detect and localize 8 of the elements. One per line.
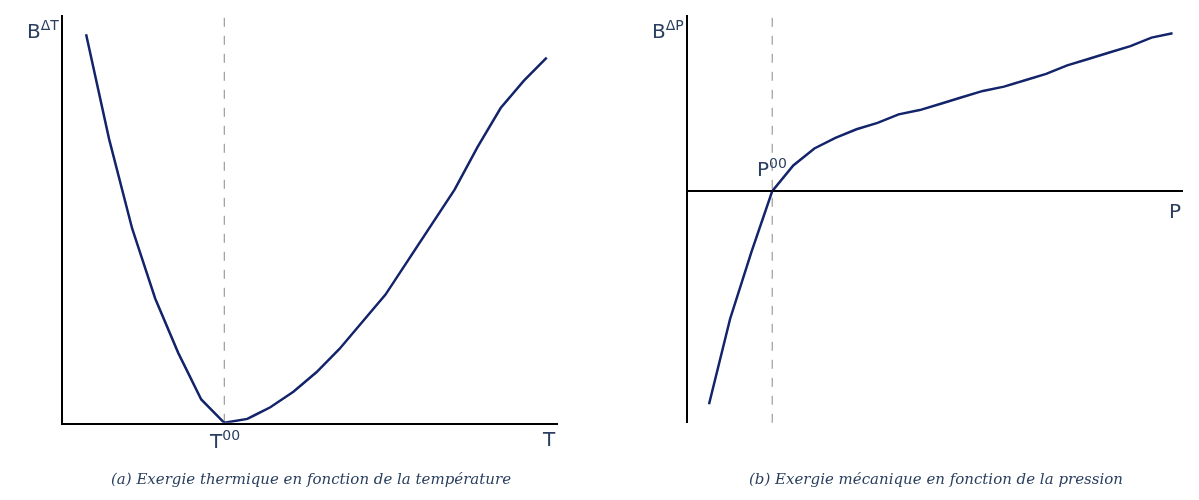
x-axis-title: P	[1169, 199, 1182, 223]
text: (b) Exergie mécanique en fonction de la pression	[749, 470, 1123, 488]
annotation: P$^{00}$	[757, 155, 787, 182]
y-axis-title: B$^{ΔP}$	[652, 17, 684, 44]
x-axis-title: T	[542, 427, 556, 451]
y-axis-title: B$^{ΔT}$	[27, 17, 60, 44]
annotation: T$^{00}$	[209, 427, 241, 454]
text: (a) Exergie thermique en fonction de la température	[111, 470, 512, 488]
